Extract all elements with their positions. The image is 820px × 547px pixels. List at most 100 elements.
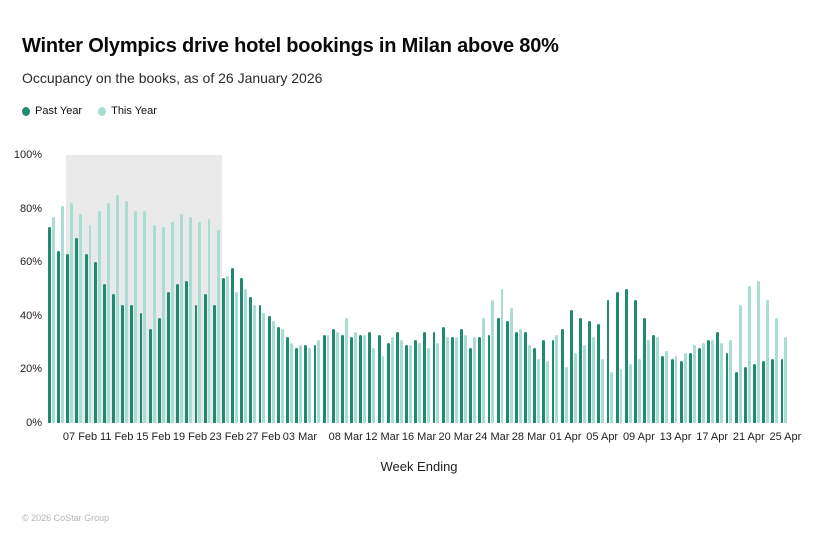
bar-group-21-Apr (743, 155, 753, 423)
bar-group-09-Apr (634, 155, 643, 423)
bar-past-year (514, 331, 518, 423)
bar-past-year (75, 238, 79, 423)
bar-past-year (295, 347, 299, 423)
bar-past-year (286, 337, 289, 423)
bar-this-year (363, 334, 367, 423)
bar-past-year (66, 254, 70, 423)
x-axis-title: Week Ending (380, 459, 458, 474)
bar-this-year (289, 342, 293, 423)
legend-label-this-year: This Year (111, 105, 157, 117)
bar-past-year (661, 356, 665, 423)
bar-group-16-Feb (157, 155, 167, 423)
bar-group-16-Apr (698, 155, 707, 423)
bar-group-13-Mar (386, 155, 396, 423)
bar-past-year (734, 372, 738, 423)
bar-group-09-Mar (350, 155, 359, 423)
bar-this-year (463, 334, 467, 423)
legend-label-past-year: Past Year (35, 105, 83, 117)
bar-past-year (569, 310, 573, 423)
bar-group-07-Feb (75, 155, 84, 423)
bar-past-year (185, 280, 189, 423)
bar-group-22-Mar (469, 155, 478, 423)
bar-group-16-Mar (414, 155, 423, 423)
x-tick-label: 21 Apr (732, 431, 765, 443)
bar-past-year (258, 305, 262, 423)
bar-past-year (304, 345, 308, 423)
chart-subtitle: Occupancy on the books, as of 26 January… (22, 70, 323, 86)
bar-group-12-Mar (377, 155, 387, 423)
bar-this-year (180, 213, 183, 423)
bar-group-21-Mar (460, 155, 469, 423)
legend: Past Year This Year (22, 105, 157, 117)
bar-this-year (601, 358, 605, 423)
bar-group-22-Apr (753, 155, 762, 423)
bar-group-04-Feb (48, 155, 57, 423)
bar-group-01-Mar (276, 155, 286, 423)
bar-group-09-Feb (93, 155, 103, 423)
bar-group-20-Feb (194, 155, 204, 423)
bar-this-year (372, 347, 376, 423)
bar-past-year (359, 334, 363, 423)
bar-past-year (487, 334, 491, 423)
y-tick-label: 0% (26, 417, 42, 429)
bar-this-year (766, 299, 769, 423)
bar-this-year (692, 345, 696, 423)
bar-this-year (280, 329, 284, 423)
bar-this-year (454, 337, 458, 423)
bar-past-year (212, 305, 216, 423)
bar-this-year (546, 361, 550, 423)
bar-this-year (637, 358, 641, 423)
bar-past-year (322, 334, 326, 423)
bar-group-08-Mar (341, 155, 350, 423)
bar-this-year (418, 342, 422, 423)
bar-past-year (249, 297, 253, 423)
bar-group-15-Apr (688, 155, 698, 423)
bar-this-year (482, 318, 486, 423)
bar-past-year (350, 337, 354, 423)
bar-group-17-Feb (167, 155, 176, 423)
bar-group-19-Apr (725, 155, 735, 423)
bar-group-05-Feb (57, 155, 66, 423)
bar-past-year (148, 329, 152, 423)
bar-this-year (198, 222, 202, 423)
bar-this-year (656, 337, 660, 423)
bar-this-year (445, 337, 449, 423)
x-tick-label: 28 Mar (511, 431, 547, 443)
bar-past-year (157, 318, 161, 423)
x-tick-label: 19 Feb (172, 431, 208, 443)
bar-this-year (70, 203, 74, 423)
bar-past-year (331, 329, 335, 423)
bar-past-year (121, 305, 125, 423)
bar-this-year (720, 342, 724, 423)
bar-group-03-Apr (579, 155, 588, 423)
bar-group-11-Feb (112, 155, 121, 423)
bar-this-year (729, 339, 733, 423)
bar-this-year (427, 347, 431, 423)
bar-this-year (518, 329, 522, 423)
bar-group-27-Feb (258, 155, 268, 423)
bar-this-year (582, 345, 586, 423)
bar-group-02-Apr (569, 155, 579, 423)
bar-group-25-Apr (780, 155, 790, 423)
x-tick-label: 09 Apr (622, 431, 655, 443)
bar-past-year (478, 337, 482, 423)
bar-this-year (500, 289, 504, 423)
bar-group-07-Mar (331, 155, 341, 423)
x-axis: 07 Feb 11 Feb 15 Feb 19 Feb 23 Feb 27 Feb 03 M… (48, 431, 801, 447)
bar-this-year (509, 307, 513, 423)
bar-past-year (341, 334, 344, 423)
bar-this-year (564, 366, 568, 423)
bar-group-12-Apr (661, 155, 670, 423)
bar-past-year (707, 339, 711, 423)
bar-group-14-Apr (679, 155, 689, 423)
bar-past-year (231, 267, 235, 423)
bar-past-year (634, 299, 637, 423)
bar-this-year (390, 337, 394, 423)
bar-this-year (344, 318, 348, 423)
bar-group-02-Mar (286, 155, 295, 423)
bar-past-year (597, 323, 601, 423)
bar-past-year (405, 345, 408, 423)
bar-past-year (753, 364, 756, 423)
x-tick-label: 13 Apr (659, 431, 692, 443)
x-tick-label: 16 Mar (401, 431, 437, 443)
